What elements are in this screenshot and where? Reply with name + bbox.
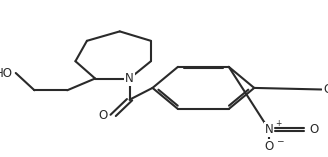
Text: N: N bbox=[125, 72, 134, 85]
Text: HO: HO bbox=[0, 67, 13, 79]
Text: −: − bbox=[276, 136, 284, 145]
Text: O: O bbox=[98, 109, 107, 122]
Text: Cl: Cl bbox=[323, 83, 328, 96]
Text: O: O bbox=[310, 123, 319, 136]
Text: +: + bbox=[276, 119, 282, 128]
Text: N: N bbox=[265, 123, 273, 136]
Text: O: O bbox=[264, 140, 274, 152]
